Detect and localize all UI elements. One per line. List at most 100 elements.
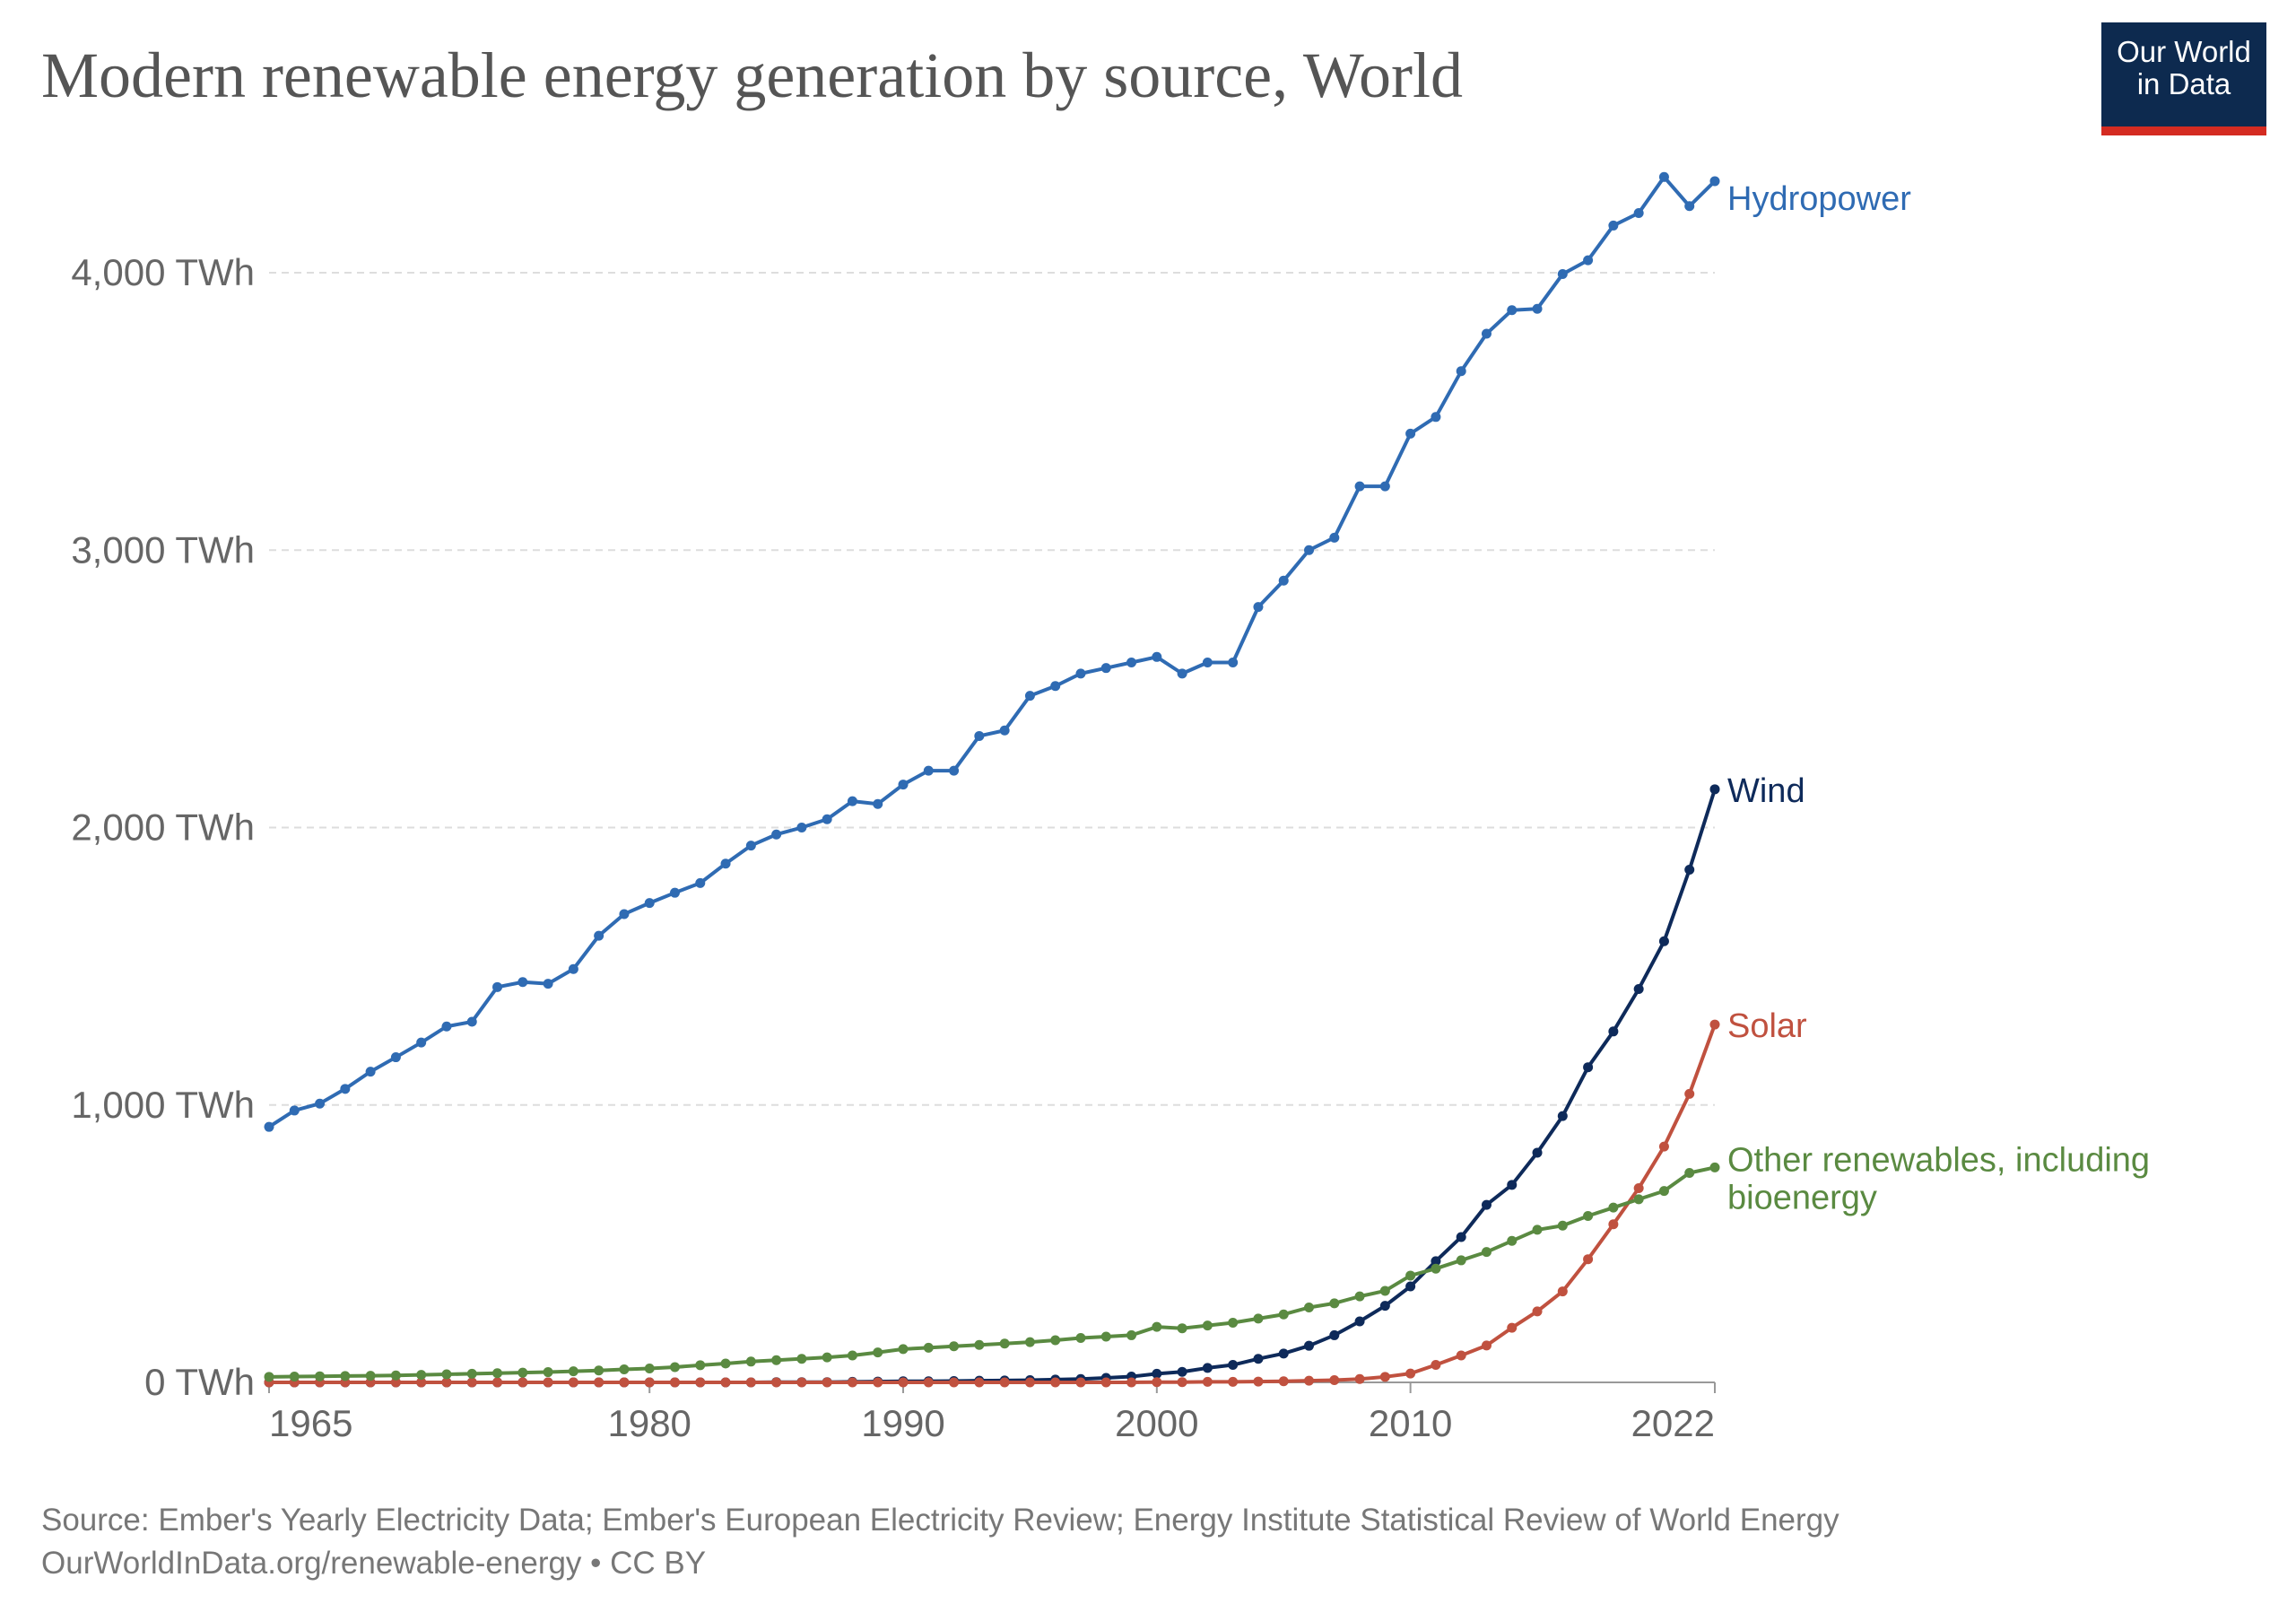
point: [1024, 691, 1035, 702]
point: [1633, 1194, 1644, 1205]
point: [568, 1377, 578, 1388]
point: [1507, 1180, 1518, 1190]
point: [1278, 575, 1289, 586]
point: [822, 814, 832, 824]
point: [1405, 1368, 1416, 1379]
point: [1075, 1377, 1086, 1388]
point: [390, 1377, 401, 1388]
point: [1152, 651, 1162, 662]
point: [796, 1354, 807, 1364]
point: [1228, 657, 1239, 667]
point: [847, 796, 857, 806]
point: [441, 1377, 452, 1388]
point: [1354, 1316, 1365, 1327]
series-line: [269, 1024, 1717, 1384]
point: [1431, 1360, 1441, 1371]
point: [1304, 1375, 1315, 1386]
point: [1507, 1235, 1518, 1246]
point: [923, 1342, 934, 1353]
point: [1024, 1337, 1035, 1347]
point: [1202, 1363, 1213, 1373]
point: [466, 1016, 477, 1027]
point: [594, 1377, 604, 1388]
point: [1354, 1291, 1365, 1302]
point: [1684, 1088, 1695, 1099]
point: [365, 1371, 376, 1381]
point: [1329, 1375, 1340, 1386]
series-label: Solar: [1727, 1007, 1807, 1045]
point: [1253, 1313, 1264, 1324]
point: [619, 1377, 630, 1388]
point: [568, 1366, 578, 1377]
point: [1709, 176, 1720, 187]
point: [644, 1364, 655, 1374]
y-tick-label: 1,000 TWh: [71, 1084, 255, 1126]
logo: Our World in Data: [2101, 22, 2266, 135]
point: [1608, 1026, 1619, 1037]
point: [720, 1358, 731, 1369]
license: OurWorldInData.org/renewable-energy • CC…: [41, 1546, 706, 1581]
series-line: [268, 1165, 1716, 1379]
point: [466, 1377, 477, 1388]
point: [873, 798, 883, 809]
x-tick-label: 1990: [861, 1402, 944, 1444]
point: [1658, 936, 1669, 946]
point: [441, 1369, 452, 1380]
chart-title: Modern renewable energy generation by so…: [41, 39, 1463, 111]
point: [745, 1356, 756, 1367]
point: [1557, 1220, 1568, 1231]
series-label: Wind: [1727, 772, 1805, 810]
series-label: Other renewables, including bioenergy: [1727, 1141, 2150, 1216]
point: [619, 909, 630, 919]
point: [289, 1105, 300, 1116]
point: [594, 930, 604, 941]
point: [543, 1377, 553, 1388]
point: [289, 1372, 300, 1382]
logo-stripe: [2101, 126, 2266, 135]
point: [1709, 784, 1720, 795]
point: [1304, 1340, 1315, 1351]
point: [1304, 1303, 1315, 1313]
point: [619, 1364, 630, 1374]
point: [695, 1377, 706, 1388]
point: [695, 1360, 706, 1371]
point: [1152, 1321, 1162, 1332]
point: [720, 1377, 731, 1388]
x-tick-label: 2010: [1369, 1402, 1452, 1444]
y-tick-label: 2,000 TWh: [71, 806, 255, 849]
point: [1228, 1376, 1239, 1387]
point: [1709, 1162, 1720, 1172]
point: [1126, 1329, 1137, 1340]
point: [847, 1377, 857, 1388]
y-tick-label: 4,000 TWh: [71, 251, 255, 293]
y-tick-label: 0 TWh: [144, 1361, 255, 1403]
point: [390, 1370, 401, 1381]
point: [264, 1372, 274, 1382]
point: [1532, 1306, 1543, 1317]
point: [1177, 1377, 1187, 1388]
point: [543, 979, 553, 989]
point: [1152, 1377, 1162, 1388]
point: [1379, 481, 1390, 492]
point: [492, 981, 503, 992]
point: [1075, 1333, 1086, 1344]
point: [644, 898, 655, 909]
point: [1557, 1111, 1568, 1121]
point: [999, 725, 1010, 736]
point: [1507, 1322, 1518, 1333]
point: [1456, 1350, 1466, 1361]
x-tick-label: 2022: [1631, 1402, 1715, 1444]
x-tick-label: 2000: [1115, 1402, 1198, 1444]
point: [1024, 1377, 1035, 1388]
point: [1532, 1147, 1543, 1158]
point: [1379, 1301, 1390, 1312]
point: [1202, 1320, 1213, 1331]
point: [1608, 1202, 1619, 1213]
series-label: Hydropower: [1727, 180, 1911, 218]
point: [1050, 1377, 1061, 1388]
point: [543, 1367, 553, 1378]
point: [1278, 1309, 1289, 1320]
point: [390, 1052, 401, 1063]
point: [949, 1377, 960, 1388]
point: [1583, 255, 1594, 266]
